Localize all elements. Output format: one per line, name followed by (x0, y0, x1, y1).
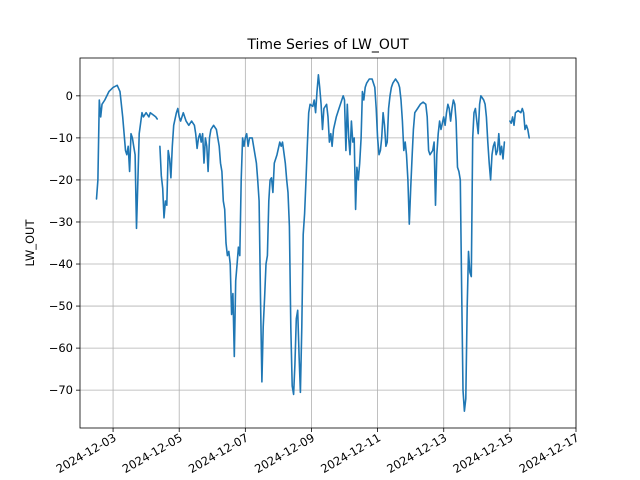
series-line-segment (95, 84, 158, 230)
x-tick-label: 2024-12-03 (54, 430, 119, 476)
x-tick-label: 2024-12-17 (517, 430, 582, 476)
plot-frame (79, 57, 577, 429)
y-axis: 0 −10 −20 −30 −40 −50 −60 −70 (49, 89, 80, 397)
y-axis-label: LW_OUT (23, 219, 37, 267)
x-tick-label: 2024-12-11 (318, 430, 383, 476)
series-line-segment (509, 107, 530, 139)
y-tick-label: −40 (49, 257, 73, 271)
chart-title: Time Series of LW_OUT (246, 37, 409, 53)
y-tick-label: 0 (66, 89, 73, 103)
x-tick-label: 2024-12-05 (120, 430, 185, 476)
y-tick-label: −10 (49, 131, 73, 145)
y-tick-label: −60 (49, 341, 73, 355)
y-tick-label: −30 (49, 215, 73, 229)
x-tick-label: 2024-12-15 (450, 430, 515, 476)
x-tick-label: 2024-12-09 (252, 430, 317, 476)
series-line-segment (159, 74, 506, 412)
x-axis: 2024-12-03 2024-12-05 2024-12-07 2024-12-09… (54, 428, 582, 476)
y-tick-label: −70 (49, 383, 73, 397)
y-tick-label: −50 (49, 299, 73, 313)
x-tick-label: 2024-12-13 (384, 430, 449, 476)
x-tick-label: 2024-12-07 (186, 430, 251, 476)
grid (80, 58, 577, 428)
y-tick-label: −20 (49, 173, 73, 187)
series-lw-out (95, 74, 530, 412)
